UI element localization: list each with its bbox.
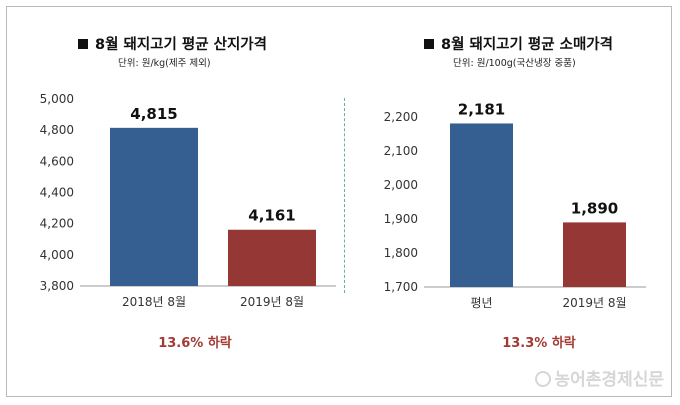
bullet-square-icon	[78, 39, 88, 49]
left-bar	[228, 229, 316, 286]
left-change-label: 13.6% 하락	[158, 336, 232, 351]
left-category-label: 2018년 8월	[122, 295, 186, 309]
left-ytick-label: 5,000	[40, 92, 74, 106]
left-chart-title-text: 8월 돼지고기 평균 산지가격	[95, 37, 267, 53]
watermark: 농어촌경제신문	[534, 365, 664, 390]
left-bar	[110, 127, 198, 287]
left-chart-title: 8월 돼지고기 평균 산지가격	[78, 33, 267, 54]
right-ytick-label: 2,200	[384, 110, 418, 124]
right-chart-title-text: 8월 돼지고기 평균 소매가격	[441, 37, 613, 53]
left-ytick-label: 4,400	[40, 186, 74, 200]
left-ytick-label: 4,200	[40, 217, 74, 231]
right-ytick-label: 1,800	[384, 246, 418, 260]
left-ytick-label: 3,800	[40, 279, 74, 293]
left-chart-unit: 단위: 원/kg(제주 제외)	[118, 58, 211, 69]
right-data-label: 2,181	[458, 100, 505, 118]
right-bar	[450, 123, 513, 288]
left-ytick-label: 4,000	[40, 248, 74, 262]
right-category-label: 평년	[470, 296, 492, 310]
right-category-label: 2019년 8월	[562, 296, 626, 310]
right-ytick-label: 2,000	[384, 178, 418, 192]
watermark-text: 농어촌경제신문	[554, 370, 664, 390]
left-ytick-label: 4,600	[40, 154, 74, 168]
left-data-label: 4,161	[248, 207, 295, 225]
right-bar	[563, 222, 626, 287]
logo-icon	[534, 371, 551, 387]
right-ytick-label: 1,700	[384, 280, 418, 294]
figure-frame	[6, 6, 672, 397]
right-data-label: 1,890	[571, 199, 618, 217]
left-category-label: 2019년 8월	[240, 295, 304, 309]
right-chart-unit: 단위: 원/100g(국산냉장 중품)	[453, 58, 576, 69]
left-data-label: 4,815	[130, 105, 177, 123]
left-ytick-label: 4,800	[40, 123, 74, 137]
panel-divider	[344, 98, 345, 293]
right-ytick-label: 1,900	[384, 212, 418, 226]
right-ytick-label: 2,100	[384, 144, 418, 158]
right-chart-title: 8월 돼지고기 평균 소매가격	[424, 33, 613, 54]
bullet-square-icon	[424, 39, 434, 49]
right-change-label: 13.3% 하락	[502, 336, 576, 351]
